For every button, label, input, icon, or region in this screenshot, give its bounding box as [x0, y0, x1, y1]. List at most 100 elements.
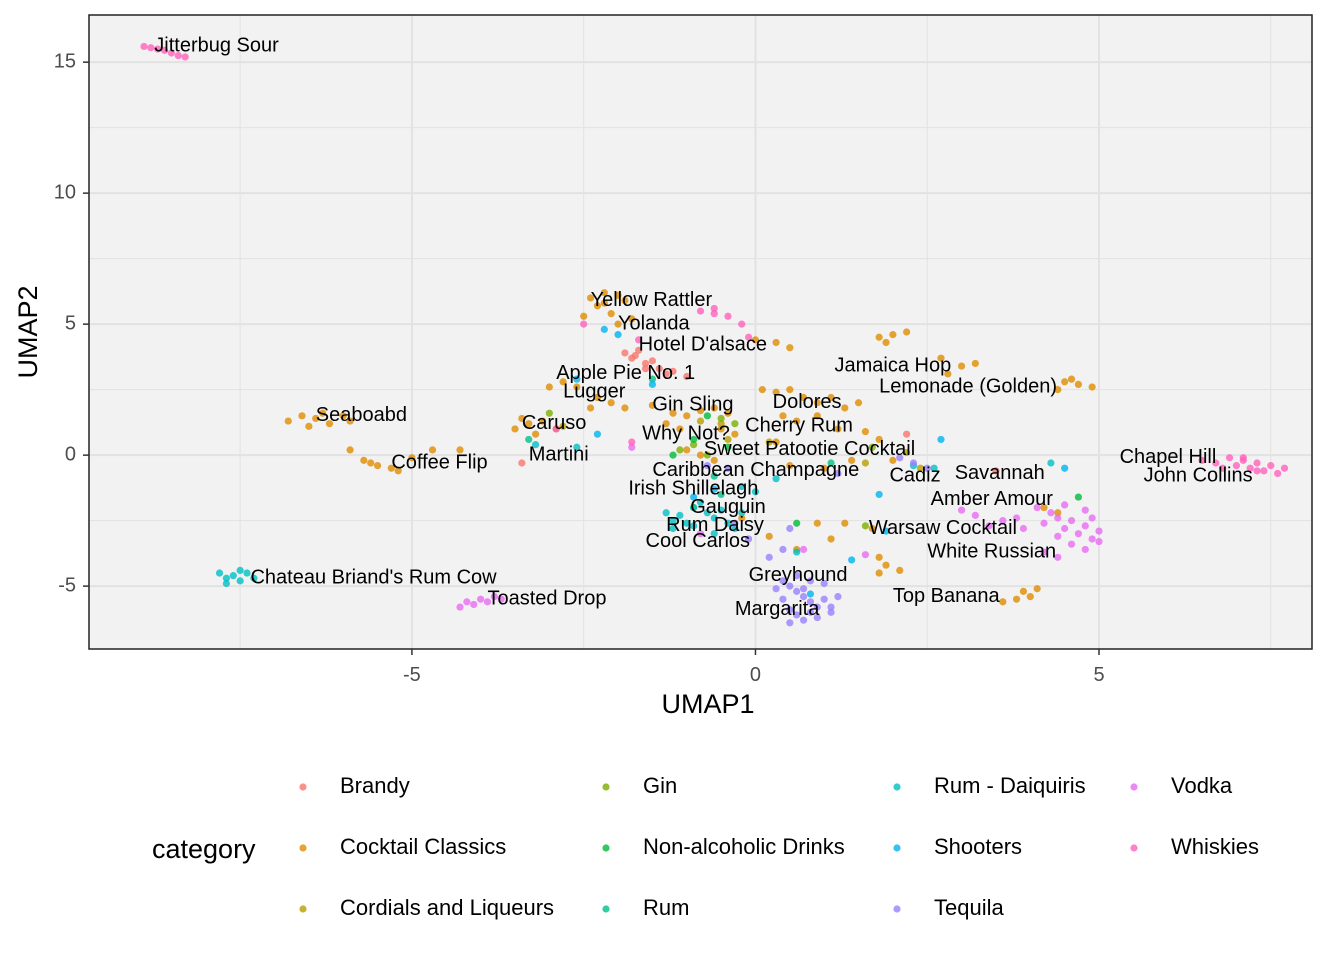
data-point: [703, 412, 711, 420]
point-label: Jamaica Hop: [834, 354, 951, 376]
data-point: [655, 365, 663, 373]
data-point: [367, 459, 375, 467]
data-point: [683, 446, 691, 454]
data-point: [538, 417, 547, 425]
point-label: Greyhound: [749, 564, 848, 586]
data-point: [813, 399, 821, 407]
data-point: [319, 409, 327, 417]
data-point: [751, 488, 760, 496]
data-point: [360, 456, 368, 464]
data-point: [346, 417, 354, 425]
data-point: [861, 459, 869, 467]
data-point: [621, 296, 629, 305]
data-point: [1246, 464, 1254, 472]
legend-key: [299, 844, 307, 852]
data-point: [744, 535, 753, 543]
data-point: [861, 551, 869, 559]
data-point: [738, 514, 746, 522]
data-point: [944, 370, 952, 378]
data-point: [154, 45, 162, 53]
data-point: [545, 409, 553, 417]
data-point: [827, 608, 835, 616]
data-point: [731, 524, 739, 533]
data-point: [284, 417, 292, 425]
data-point: [1081, 506, 1089, 514]
data-point: [525, 435, 533, 444]
legend-label: Cordials and Liqueurs: [340, 895, 554, 920]
data-point: [408, 454, 416, 462]
legend-label: Non-alcoholic Drinks: [643, 834, 845, 859]
data-point: [346, 446, 354, 454]
point-label: Cherry Rum: [745, 415, 853, 437]
data-point: [793, 548, 801, 556]
data-point: [765, 532, 773, 540]
data-point: [1081, 522, 1089, 530]
legend-label: Cocktail Classics: [340, 834, 506, 859]
data-point: [690, 493, 698, 501]
data-point: [1253, 467, 1261, 475]
data-point: [1232, 462, 1241, 470]
data-point: [724, 312, 732, 320]
data-point: [1012, 595, 1021, 603]
data-point: [683, 372, 691, 381]
x-tick-label: -5: [403, 664, 421, 686]
data-point: [923, 464, 931, 472]
data-point: [669, 409, 677, 417]
data-point: [174, 52, 182, 60]
data-point: [772, 438, 780, 446]
data-point: [181, 53, 189, 61]
point-label: Martini: [529, 443, 589, 465]
data-point: [937, 354, 945, 362]
data-point: [648, 375, 657, 383]
y-tick-label: -5: [58, 574, 76, 596]
data-point: [813, 603, 821, 611]
data-point: [1067, 540, 1076, 548]
data-point: [724, 435, 732, 444]
data-point: [463, 598, 471, 606]
data-point: [731, 420, 739, 428]
point-label: Gin Sling: [652, 394, 733, 416]
data-point: [580, 312, 588, 320]
point-label: Savannah: [955, 462, 1045, 484]
data-point: [1088, 383, 1096, 391]
data-point: [875, 553, 883, 561]
data-point: [325, 420, 334, 428]
data-point: [236, 566, 244, 575]
data-point: [518, 414, 526, 423]
panel-background: [89, 15, 1312, 649]
point-label: Toasted Drop: [488, 588, 607, 610]
data-point: [428, 446, 437, 454]
data-point: [786, 619, 794, 627]
panel-border: [88, 14, 1313, 650]
data-point: [1198, 456, 1206, 464]
point-label: Caribbean Champagne: [652, 459, 859, 481]
legend-key: [893, 905, 901, 913]
data-point: [1074, 380, 1082, 388]
data-point: [799, 593, 808, 601]
data-point: [559, 422, 567, 430]
data-point: [1253, 459, 1261, 467]
data-point: [1054, 514, 1062, 522]
data-point: [373, 462, 382, 470]
data-point: [1019, 524, 1028, 533]
data-point: [573, 443, 581, 451]
data-point: [669, 367, 677, 375]
legend-label: Tequila: [934, 895, 1004, 920]
data-point: [710, 514, 718, 522]
data-point: [779, 595, 787, 603]
data-point: [786, 582, 794, 590]
point-label: Cadiz: [889, 464, 940, 486]
data-point: [903, 448, 911, 457]
data-point: [957, 506, 966, 514]
data-point: [710, 485, 718, 493]
data-point: [215, 569, 224, 577]
data-point: [387, 464, 395, 472]
data-point: [799, 585, 808, 593]
data-point: [1061, 501, 1069, 509]
data-point: [820, 595, 828, 603]
data-point: [648, 357, 657, 365]
data-point: [717, 490, 725, 499]
legend-label: Brandy: [340, 773, 410, 798]
data-point: [738, 482, 746, 491]
data-point: [497, 595, 505, 603]
